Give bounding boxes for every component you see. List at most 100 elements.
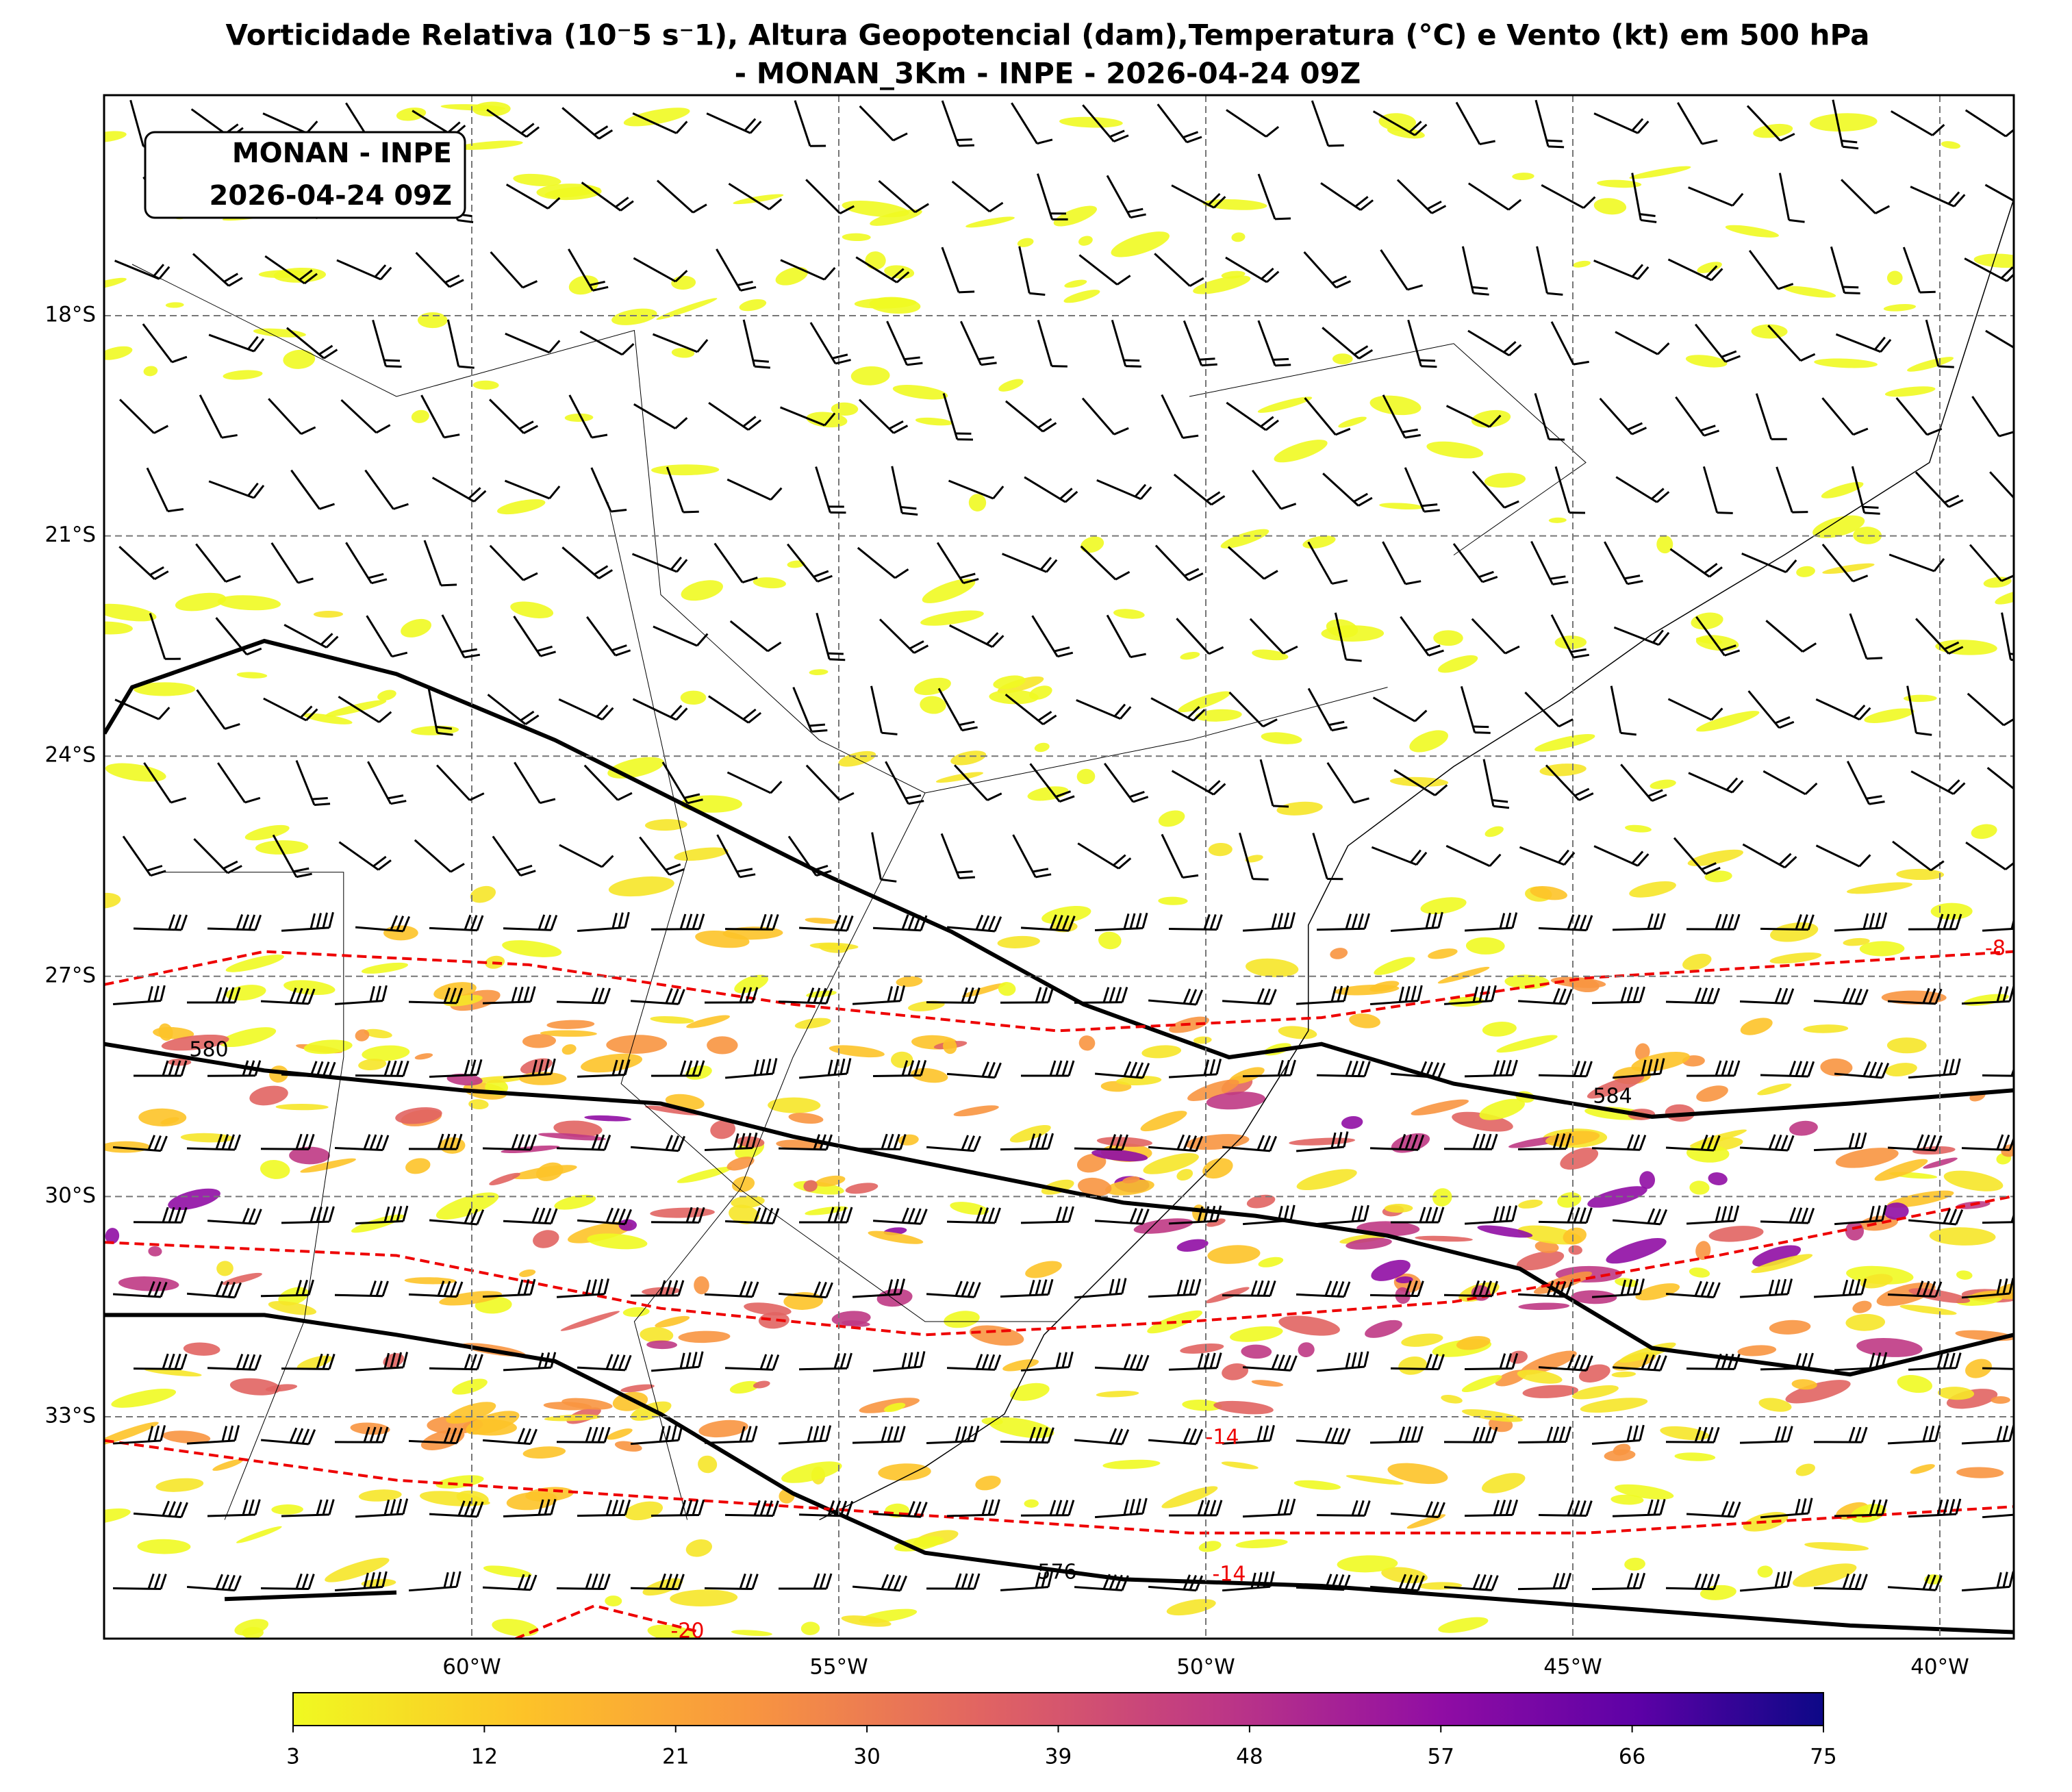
barb-feather <box>167 508 184 513</box>
barb-shaft <box>295 759 316 806</box>
barb-feather <box>1116 275 1131 286</box>
barb-shaft <box>1249 618 1285 655</box>
wind-barb <box>1742 843 1797 869</box>
wind-barb <box>338 696 392 723</box>
wind-barb <box>713 542 758 583</box>
barb-shaft <box>1834 1513 1883 1517</box>
barb-feather <box>902 512 918 516</box>
vorticity-patch <box>584 1115 632 1122</box>
barb-shaft <box>728 183 770 210</box>
wind-barb <box>1012 834 1052 879</box>
barb-shaft <box>262 112 307 134</box>
barb-feather <box>301 426 316 436</box>
barb-shaft <box>142 323 173 363</box>
barb-shaft <box>1452 543 1484 583</box>
barb-shaft <box>281 926 330 932</box>
wind-barb <box>1150 697 1206 722</box>
wind-barb <box>423 540 457 587</box>
wind-barb <box>1024 476 1078 503</box>
barb-feather <box>1414 123 1428 136</box>
barb-shaft <box>196 689 226 730</box>
wind-barb <box>1888 553 1945 572</box>
wind-barb <box>441 614 481 659</box>
wind-barb <box>1393 769 1448 796</box>
barb-feather <box>617 792 633 801</box>
vorticity-patch <box>1206 1218 1226 1227</box>
barb-feather <box>1055 914 1063 931</box>
barb-shaft <box>1259 759 1274 807</box>
barb-shaft <box>780 406 825 427</box>
barb-feather <box>538 1059 544 1076</box>
barb-shaft <box>1604 541 1628 585</box>
colorbar-tick-label: 21 <box>662 1745 689 1769</box>
vorticity-patch <box>1411 1099 1469 1115</box>
vorticity-patch <box>1752 1245 1802 1267</box>
vorticity-patch <box>680 690 707 705</box>
barb-shaft <box>716 834 741 878</box>
vorticity-patch <box>841 1615 892 1627</box>
vorticity-patch <box>950 1202 989 1215</box>
barb-shaft <box>1610 685 1622 733</box>
vorticity-patch <box>1113 609 1145 619</box>
barb-feather <box>1274 217 1291 220</box>
vorticity-patch <box>1345 1237 1392 1250</box>
barb-feather <box>1209 913 1217 930</box>
vorticity-patch <box>236 672 268 679</box>
wind-barb <box>942 393 974 441</box>
barb-shaft <box>1895 397 1928 436</box>
wind-barb <box>704 987 759 1004</box>
barb-feather <box>1037 711 1052 722</box>
vorticity-patch <box>168 1188 220 1211</box>
colorbar-tick-label: 57 <box>1428 1745 1454 1769</box>
vorticity-patch <box>729 1204 759 1224</box>
vorticity-patch <box>831 1311 871 1326</box>
barb-shaft <box>639 836 670 876</box>
barb-shaft <box>1228 691 1264 728</box>
barb-shaft <box>946 1513 996 1517</box>
barb-feather <box>1431 205 1447 214</box>
barb-feather <box>1037 138 1053 145</box>
barb-shaft <box>1225 256 1267 283</box>
colorbar-tick-label: 75 <box>1810 1745 1836 1769</box>
vorticity-patch <box>698 1455 718 1474</box>
wind-barb <box>656 179 707 214</box>
barb-feather <box>665 988 673 1004</box>
vorticity-patch <box>733 194 784 205</box>
wind-barb <box>207 913 262 931</box>
wind-barb <box>1382 394 1421 439</box>
barb-shaft <box>1519 846 1565 866</box>
barb-feather <box>1578 792 1594 801</box>
barb-shaft <box>338 841 379 871</box>
wind-barb <box>1239 832 1269 881</box>
vorticity-patch <box>105 763 166 782</box>
wind-barb <box>1455 101 1495 146</box>
wind-barb <box>727 771 783 794</box>
barb-feather <box>1631 264 1644 277</box>
vorticity-patch <box>1639 1171 1656 1189</box>
wind-barb <box>1765 620 1817 653</box>
barb-feather <box>611 644 627 652</box>
barb-feather <box>1631 427 1647 436</box>
barb-feather <box>817 575 833 583</box>
vorticity-patch <box>1338 416 1367 428</box>
barb-feather <box>228 277 243 287</box>
barb-feather <box>696 633 709 647</box>
vorticity-patch <box>1349 1013 1380 1028</box>
wind-barb <box>1018 246 1046 296</box>
barb-feather <box>1135 913 1142 929</box>
vorticity-patch <box>1111 231 1170 257</box>
barb-shaft <box>1665 1000 1715 1005</box>
vorticity-patch <box>1193 275 1251 294</box>
wind-barb <box>1011 102 1053 145</box>
barb-feather <box>753 359 769 363</box>
vorticity-patch <box>1081 536 1104 553</box>
barb-feather <box>1858 854 1871 868</box>
barb-shaft <box>281 1073 330 1078</box>
wind-barb <box>559 844 614 868</box>
barb-feather <box>253 484 265 499</box>
barb-shaft <box>583 764 619 801</box>
vorticity-patch <box>1520 1350 1577 1375</box>
barb-shaft <box>1443 1293 1493 1298</box>
title: Vorticidade Relativa (10⁻5 s⁻1), Altura … <box>226 18 1870 52</box>
vorticity-patch <box>1278 1315 1340 1336</box>
